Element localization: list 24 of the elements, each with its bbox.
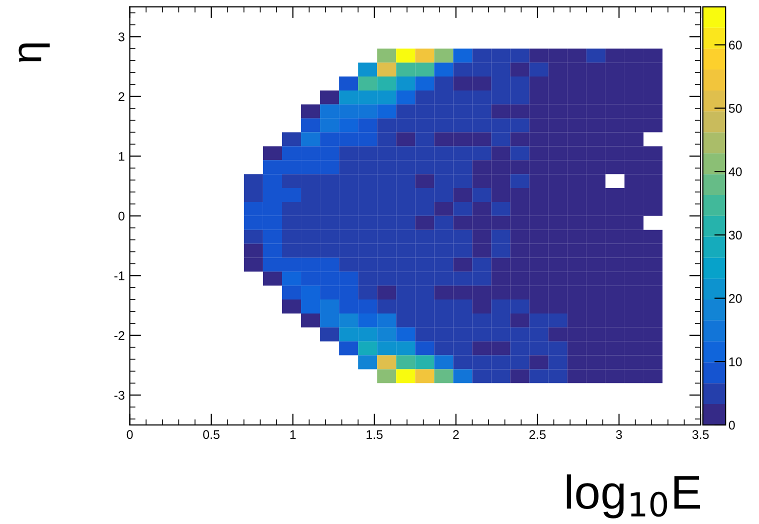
y-tick-label: 0 [118,212,124,221]
y-tick-label: -2 [114,331,124,340]
x-axis-title: log$_{10}$E [566,474,700,518]
color-bar-label: 20 [729,294,742,303]
x-tick-label: 1 [290,430,296,439]
color-bar-label: 40 [728,167,742,176]
x-tick-label: 0 [126,430,133,440]
color-bar-label: 30 [728,230,742,240]
y-tick-label: -1 [114,272,124,280]
y-axis-title: η [18,44,50,62]
color-bar-label: 10 [729,357,742,366]
y-tick-label: -3 [114,390,124,400]
x-tick-label: 2 [453,430,459,439]
x-tick-label: 3 [616,430,622,440]
color-bar-label: 50 [728,104,742,113]
color-bar-label: 0 [728,420,735,430]
x-tick-label: 1.5 [366,430,383,440]
x-tick-label: 0.5 [203,430,220,440]
y-tick-label: 2 [118,92,124,101]
y-tick-label: 3 [118,32,124,42]
y-tick-label: 1 [118,152,124,161]
color-bar-label: 60 [729,40,742,50]
x-tick-label: 2.5 [529,430,546,440]
x-tick-label: 3.5 [692,430,709,440]
